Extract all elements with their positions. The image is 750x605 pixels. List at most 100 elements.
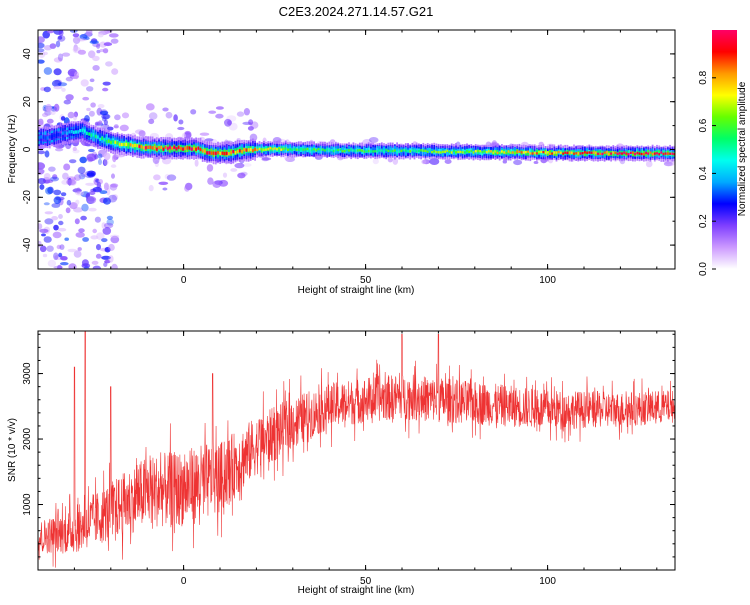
heatmap-cell [81,128,84,132]
heatmap-cell [69,30,78,33]
heatmap-cell [214,151,217,156]
heatmap-cell [110,235,120,244]
heatmap-cell [649,151,652,157]
heatmap-cell [459,150,462,154]
heatmap-cell [522,151,525,154]
heatmap-cell [284,147,287,153]
heatmap-cell [282,147,285,151]
heatmap-cell [60,116,66,121]
heatmap-cell [75,199,80,205]
figure-title: C2E3.2024.271.14.57.G21 [279,4,434,19]
heatmap-cell [60,262,69,266]
heatmap-cell [365,150,368,153]
heatmap-cell [85,182,95,186]
heatmap-cell [102,159,108,166]
heatmap-cell [51,79,62,88]
heatmap-cell [618,152,621,155]
heatmap-cell [148,112,158,120]
heatmap-cell [502,159,507,164]
heatmap-cell [86,86,94,92]
heatmap-cell [383,150,385,153]
heatmap-cell [46,118,54,124]
heatmap-cell [42,253,48,258]
y-tick-label: -20 [22,190,33,205]
heatmap-cell [204,149,206,153]
heatmap-cell [42,112,49,118]
heatmap-cell [101,113,111,120]
heatmap-cell [171,146,173,151]
heatmap-cell [61,257,68,261]
heatmap-cell [116,141,119,145]
heatmap-cell [247,126,254,131]
heatmap-cell [169,145,171,150]
heatmap-cell [367,149,370,153]
heatmap-cell [43,86,51,93]
heatmap-cell [102,48,109,54]
heatmap-cell [265,148,267,151]
heatmap-cell [110,183,119,188]
heatmap-cell [61,52,71,57]
heatmap-cell [597,152,599,155]
heatmap-cell [89,78,95,83]
heatmap-cell [63,163,71,171]
heatmap-cell [94,134,97,139]
heatmap-cell [64,130,66,135]
heatmap-cell [562,152,564,155]
heatmap-cell [625,152,628,155]
heatmap-cell [44,136,47,140]
heatmap-cell [49,43,57,49]
heatmap-cell [75,191,85,196]
heatmap-cell [138,144,141,149]
heatmap-cell [278,147,280,153]
heatmap-cell [197,146,200,150]
heatmap-cell [337,148,339,152]
heatmap-cell [57,53,64,62]
heatmap-cell [520,151,523,154]
heatmap-cell [426,148,429,153]
heatmap-cell [112,154,117,163]
heatmap-cell [118,142,121,147]
heatmap-cell [538,151,540,154]
heatmap-cell [53,196,62,205]
heatmap-cell [44,110,52,116]
heatmap-cell [47,259,57,267]
heatmap-cell [468,150,470,153]
heatmap-cell [44,218,54,225]
heatmap-cell [173,145,176,149]
heatmap-cell [612,151,615,157]
heatmap-cell [663,161,673,167]
heatmap-cell [57,264,63,269]
heatmap-cell [496,151,499,155]
heatmap-cell [88,207,97,212]
heatmap-cell [129,143,132,147]
heatmap-cell [114,114,121,121]
heatmap-cell [80,172,88,177]
heatmap-cell [621,152,623,155]
heatmap-cell [195,147,197,151]
heatmap-cell [86,30,93,36]
heatmap-cell [245,148,248,152]
heatmap-cell [79,128,82,133]
heatmap-cell [404,149,407,152]
colorbar-tick-label: 0.0 [698,262,709,276]
heatmap-cell [60,192,67,197]
heatmap-cell [276,148,278,151]
heatmap-cell [86,131,88,135]
heatmap-cell [536,152,538,155]
heatmap-cell [160,145,163,150]
heatmap-cell [206,151,208,155]
heatmap-cell [186,146,189,150]
heatmap-cell [221,151,224,155]
heatmap-cell [177,145,180,150]
heatmap-cell [96,43,101,49]
heatmap-cell [222,172,228,178]
heatmap-cell [230,168,238,172]
heatmap-cell [483,150,486,153]
heatmap-cell [481,151,484,154]
heatmap-cell [69,159,77,164]
heatmap-cell [66,131,69,135]
heatmap-cell [92,186,103,193]
heatmap-cell [193,146,195,151]
heatmap-cell [164,145,167,150]
heatmap-cell [74,218,80,225]
